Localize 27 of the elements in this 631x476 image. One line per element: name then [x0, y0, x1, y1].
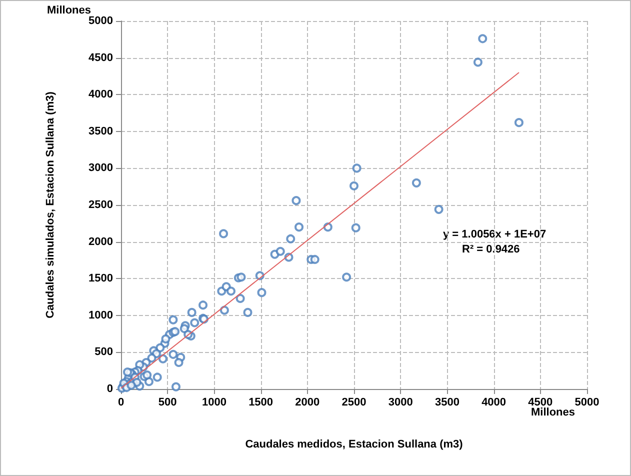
- x-tick-label: 3500: [434, 396, 460, 408]
- x-tick-label: 5000: [574, 396, 600, 408]
- x-tick-label: 2500: [342, 396, 366, 408]
- x-tick-label: 1000: [202, 396, 226, 408]
- y-tick-label: 2000: [88, 236, 113, 248]
- x-tick-label: 2000: [295, 396, 320, 408]
- y-tick-label: 3000: [88, 162, 113, 174]
- y-tick-label: 1000: [88, 309, 113, 322]
- x-axis-title: Caudales medidos, Estacion Sullana (m3): [245, 438, 464, 450]
- y-tick-label: 0: [106, 383, 113, 395]
- x-tick-label: 1500: [248, 396, 274, 408]
- x-tick-label: 500: [158, 396, 177, 408]
- y-tick-label: 4500: [88, 52, 113, 64]
- y-tick-label: 1500: [88, 272, 113, 285]
- y-tick-label: 500: [94, 346, 113, 358]
- y-tick-label: 3500: [88, 125, 113, 138]
- y-tick-label: 2500: [88, 199, 113, 211]
- annotation: R² = 0.9426: [462, 244, 520, 256]
- x-tick-label: 3000: [388, 396, 413, 408]
- y-tick-label: 5000: [88, 15, 113, 27]
- x-tick-label: 4000: [482, 396, 506, 408]
- y-tick-label: 4000: [88, 88, 113, 101]
- text: Millones: [531, 406, 576, 418]
- x-tick-label: 0: [118, 396, 124, 408]
- x-tick-label: 4500: [528, 396, 553, 408]
- text: Millones: [47, 4, 92, 16]
- y-axis-title: Caudales simulados, Estacion Sullana (m3): [44, 91, 56, 318]
